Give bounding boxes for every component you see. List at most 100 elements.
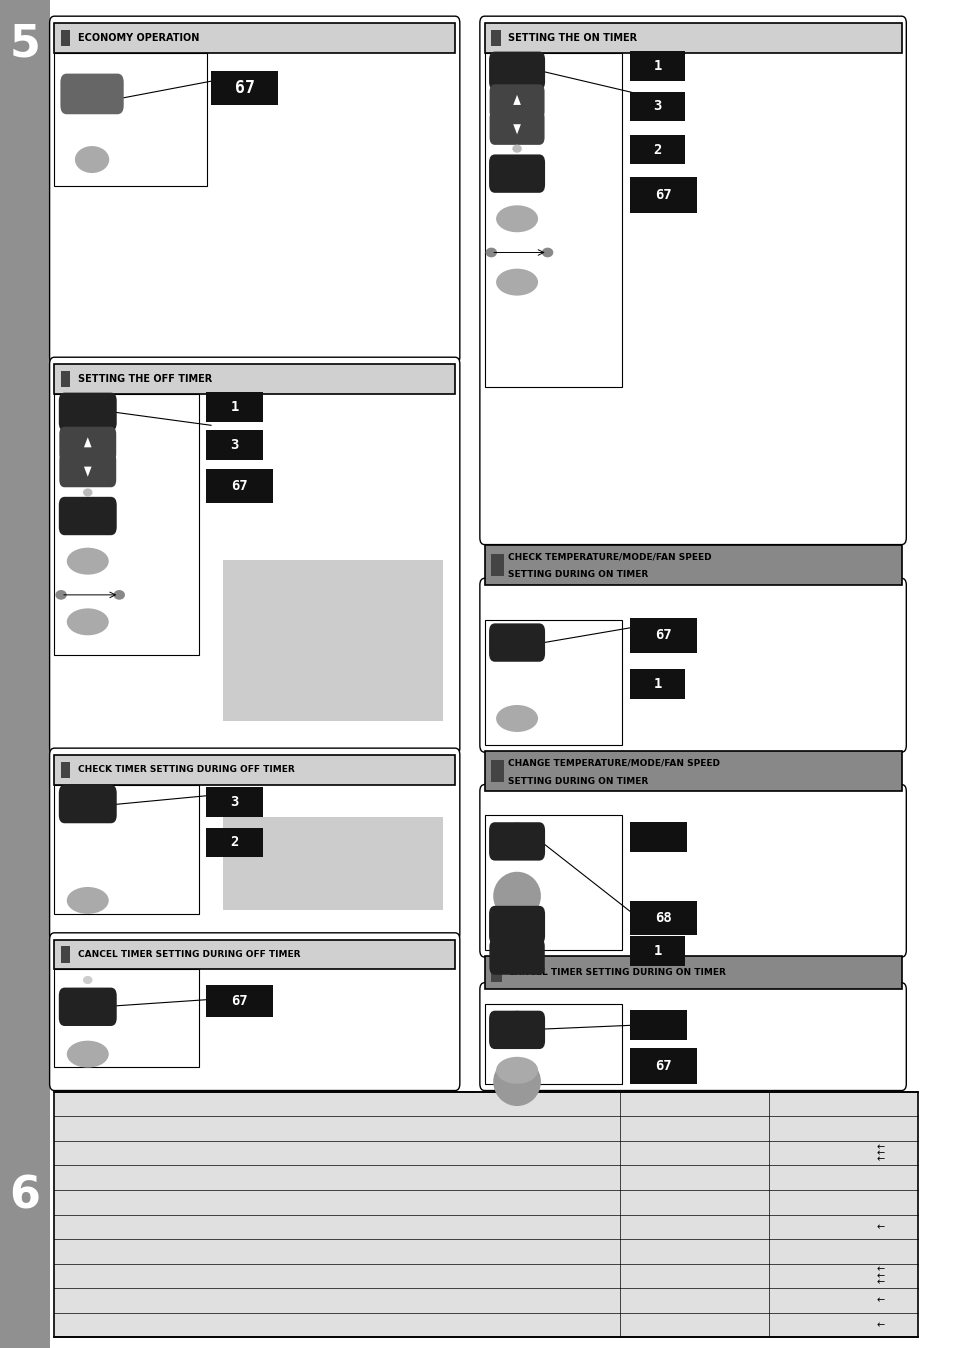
- Bar: [206, 430, 263, 460]
- Ellipse shape: [493, 1057, 540, 1105]
- Bar: [206, 787, 263, 817]
- Text: ECONOMY OPERATION: ECONOMY OPERATION: [78, 32, 199, 43]
- Bar: [629, 1011, 686, 1041]
- Bar: [629, 822, 686, 852]
- Bar: [61, 762, 71, 778]
- Text: 2: 2: [653, 143, 661, 156]
- Bar: [54, 755, 455, 785]
- Bar: [491, 554, 503, 576]
- Text: ←: ←: [876, 1271, 883, 1281]
- Ellipse shape: [67, 608, 109, 635]
- Bar: [484, 23, 901, 53]
- Ellipse shape: [74, 146, 109, 173]
- Bar: [484, 53, 621, 387]
- Ellipse shape: [496, 705, 537, 732]
- Bar: [54, 969, 198, 1068]
- Text: 3: 3: [231, 438, 239, 452]
- Text: ←: ←: [876, 1142, 883, 1153]
- Bar: [206, 828, 263, 857]
- Text: SETTING THE ON TIMER: SETTING THE ON TIMER: [508, 32, 637, 43]
- Text: CHECK TEMPERATURE/MODE/FAN SPEED: CHECK TEMPERATURE/MODE/FAN SPEED: [508, 553, 711, 561]
- Ellipse shape: [496, 268, 537, 295]
- Bar: [484, 620, 621, 745]
- Text: 67: 67: [234, 80, 254, 97]
- FancyBboxPatch shape: [59, 453, 116, 487]
- Text: ←: ←: [876, 1295, 883, 1305]
- FancyBboxPatch shape: [59, 988, 116, 1026]
- Ellipse shape: [496, 205, 537, 232]
- FancyBboxPatch shape: [50, 748, 459, 941]
- Text: 1: 1: [653, 677, 661, 690]
- Text: SETTING DURING ON TIMER: SETTING DURING ON TIMER: [508, 570, 648, 580]
- Text: 6: 6: [10, 1174, 40, 1217]
- Text: 67: 67: [654, 187, 671, 202]
- FancyBboxPatch shape: [479, 16, 905, 545]
- FancyBboxPatch shape: [489, 822, 544, 860]
- Bar: [54, 1092, 917, 1337]
- Bar: [61, 946, 71, 962]
- FancyBboxPatch shape: [50, 16, 459, 364]
- FancyBboxPatch shape: [479, 983, 905, 1091]
- FancyBboxPatch shape: [489, 85, 544, 119]
- Text: 3: 3: [231, 795, 239, 809]
- FancyBboxPatch shape: [489, 623, 544, 662]
- Bar: [629, 617, 696, 652]
- Ellipse shape: [512, 822, 521, 830]
- Bar: [629, 177, 696, 213]
- Bar: [491, 964, 501, 981]
- Bar: [484, 751, 901, 791]
- Bar: [484, 956, 901, 989]
- Ellipse shape: [67, 1041, 109, 1068]
- Bar: [54, 940, 455, 969]
- FancyBboxPatch shape: [59, 392, 116, 431]
- FancyBboxPatch shape: [59, 785, 116, 824]
- Bar: [54, 364, 455, 394]
- FancyBboxPatch shape: [489, 155, 544, 193]
- Text: SETTING THE OFF TIMER: SETTING THE OFF TIMER: [78, 373, 213, 384]
- Bar: [484, 816, 621, 950]
- Text: SETTING DURING ON TIMER: SETTING DURING ON TIMER: [508, 776, 648, 786]
- Ellipse shape: [541, 248, 553, 257]
- Text: ←: ←: [876, 1148, 883, 1158]
- Ellipse shape: [496, 1057, 537, 1084]
- Bar: [629, 902, 696, 936]
- Text: 67: 67: [231, 993, 248, 1008]
- Text: CHECK TIMER SETTING DURING OFF TIMER: CHECK TIMER SETTING DURING OFF TIMER: [78, 766, 294, 774]
- Polygon shape: [513, 124, 520, 135]
- FancyBboxPatch shape: [479, 785, 905, 957]
- Ellipse shape: [512, 144, 521, 152]
- Text: ←: ←: [876, 1154, 883, 1165]
- Ellipse shape: [493, 872, 540, 921]
- Bar: [54, 394, 198, 655]
- FancyBboxPatch shape: [60, 74, 124, 115]
- Bar: [629, 92, 684, 121]
- Bar: [484, 545, 901, 585]
- Text: CANCEL TIMER SETTING DURING ON TIMER: CANCEL TIMER SETTING DURING ON TIMER: [508, 968, 725, 977]
- Polygon shape: [84, 466, 91, 477]
- FancyBboxPatch shape: [489, 51, 544, 90]
- Text: 1: 1: [653, 945, 661, 958]
- Ellipse shape: [55, 590, 67, 600]
- Polygon shape: [84, 437, 91, 448]
- FancyBboxPatch shape: [50, 357, 459, 755]
- Text: ←: ←: [876, 1277, 883, 1287]
- Ellipse shape: [67, 887, 109, 914]
- Bar: [54, 53, 207, 186]
- Ellipse shape: [113, 590, 125, 600]
- Ellipse shape: [83, 488, 92, 496]
- Text: CANCEL TIMER SETTING DURING OFF TIMER: CANCEL TIMER SETTING DURING OFF TIMER: [78, 950, 300, 958]
- Ellipse shape: [83, 976, 92, 984]
- Ellipse shape: [67, 547, 109, 574]
- Bar: [222, 559, 442, 721]
- Bar: [61, 30, 71, 46]
- Text: ←: ←: [876, 1320, 883, 1330]
- Bar: [629, 669, 684, 698]
- FancyBboxPatch shape: [489, 906, 544, 944]
- Bar: [212, 71, 278, 105]
- Text: 1: 1: [653, 59, 661, 73]
- Ellipse shape: [485, 248, 497, 257]
- Text: ←: ←: [876, 1221, 883, 1232]
- Text: 2: 2: [231, 836, 239, 849]
- Text: 67: 67: [654, 1060, 671, 1073]
- Bar: [54, 23, 455, 53]
